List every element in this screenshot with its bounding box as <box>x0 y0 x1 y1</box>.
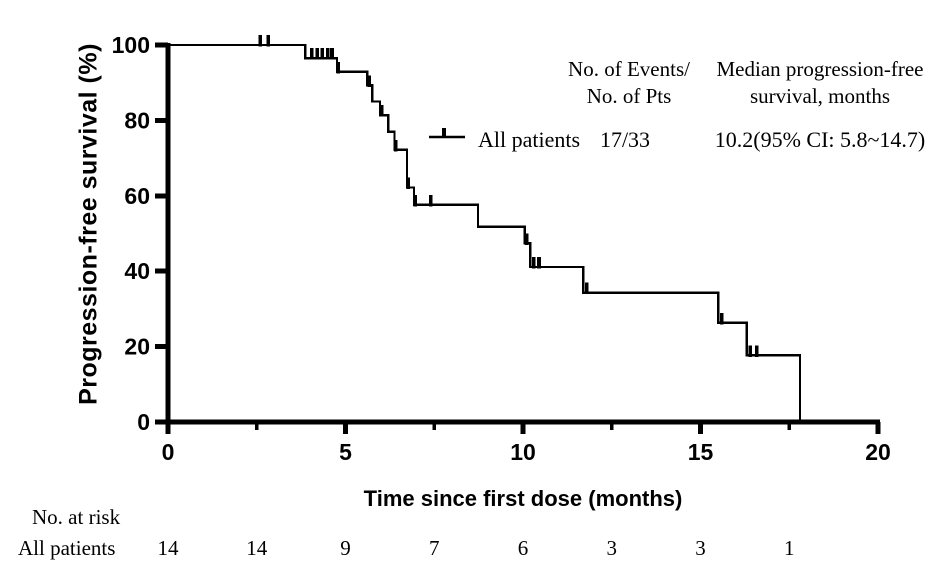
km-curve <box>168 43 802 422</box>
median-header-line2: survival, months <box>749 84 890 108</box>
risk-count: 3 <box>695 536 706 560</box>
x-tick-label: 0 <box>162 439 175 465</box>
y-axis-title: Progression-free survival (%) <box>74 43 103 405</box>
legend-median-value: 10.2(95% CI: 5.8~14.7) <box>714 127 926 152</box>
x-tick-label: 20 <box>865 439 891 465</box>
x-axis-title: Time since first dose (months) <box>363 486 683 511</box>
risk-count: 7 <box>429 536 440 560</box>
y-tick-label: 40 <box>124 258 150 284</box>
risk-count: 3 <box>606 536 618 560</box>
legend-censor-symbol-icon <box>429 128 465 139</box>
events-header-line1: No. of Events/ <box>568 57 690 81</box>
y-tick-label: 80 <box>124 107 150 133</box>
y-tick-label: 20 <box>124 334 150 360</box>
risk-count: 9 <box>340 536 351 560</box>
y-tick-label: 100 <box>112 32 150 58</box>
events-header: No. of Events/ No. of Pts <box>568 56 690 110</box>
x-tick-label: 10 <box>510 439 536 465</box>
risk-count: 14 <box>157 536 179 560</box>
risk-count: 14 <box>246 536 268 560</box>
x-tick-label: 15 <box>688 439 714 465</box>
risk-count: 6 <box>517 536 529 560</box>
risk-count: 1 <box>784 536 795 560</box>
risk-row-label: All patients <box>18 536 116 560</box>
y-tick-label: 60 <box>124 183 150 209</box>
risk-table-header: No. at risk <box>32 505 121 529</box>
legend-events-value: 17/33 <box>599 127 651 152</box>
y-tick-label: 0 <box>137 409 150 435</box>
legend-series-label: All patients <box>478 127 581 152</box>
median-header: Median progression-free survival, months <box>716 56 923 110</box>
events-header-line2: No. of Pts <box>586 84 672 108</box>
x-tick-label: 5 <box>339 439 352 465</box>
median-header-line1: Median progression-free <box>716 57 924 81</box>
